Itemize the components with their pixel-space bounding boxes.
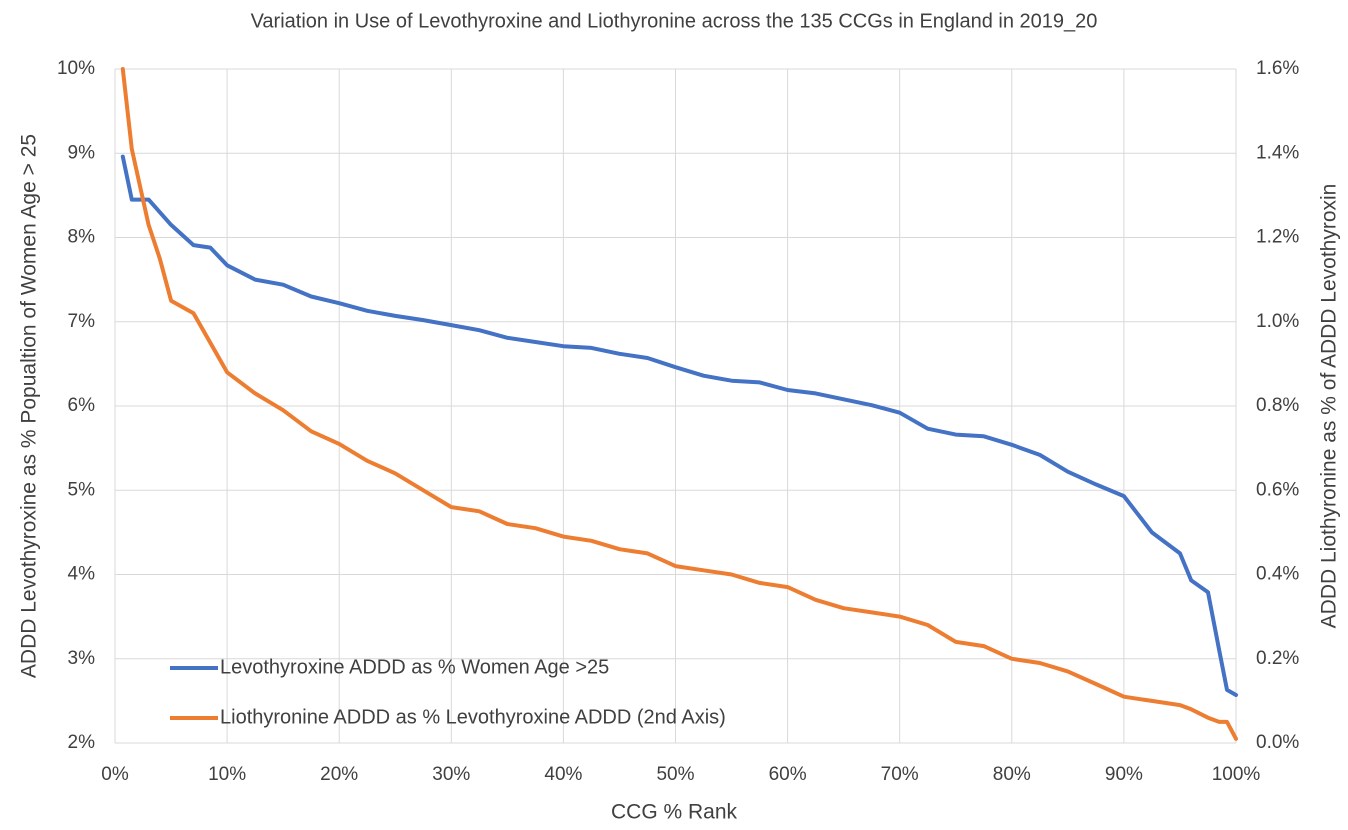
y-tick-label: 2% <box>68 732 96 753</box>
x-tick-label: 80% <box>993 764 1031 785</box>
y2-tick-label: 1.4% <box>1256 142 1299 163</box>
x-axis-label: CCG % Rank <box>611 801 738 824</box>
x-tick-label: 90% <box>1105 764 1143 785</box>
y2-tick-label: 0.2% <box>1256 648 1299 669</box>
y2-tick-label: 0.4% <box>1256 564 1299 585</box>
y-tick-label: 9% <box>68 142 96 163</box>
x-tick-label: 100% <box>1212 764 1261 785</box>
y-tick-label: 10% <box>57 58 95 79</box>
x-tick-label: 30% <box>432 764 470 785</box>
y-tick-label: 4% <box>68 564 96 585</box>
y-tick-label: 5% <box>68 479 96 500</box>
y2-tick-label: 1.0% <box>1256 311 1299 332</box>
y2-tick-label: 1.6% <box>1256 58 1299 79</box>
x-tick-label: 60% <box>769 764 807 785</box>
y-tick-label: 6% <box>68 395 96 416</box>
y-tick-label: 8% <box>68 227 96 248</box>
chart-title: Variation in Use of Levothyroxine and Li… <box>251 10 1098 32</box>
y-tick-label: 3% <box>68 648 96 669</box>
x-tick-label: 0% <box>101 764 129 785</box>
y-axis-label: ADDD Levothyroxine as % Popualtion of Wo… <box>18 134 41 678</box>
y2-tick-label: 1.2% <box>1256 227 1299 248</box>
series-line <box>120 154 1238 697</box>
x-tick-label: 70% <box>881 764 919 785</box>
y2-tick-label: 0.6% <box>1256 479 1299 500</box>
x-tick-label: 40% <box>544 764 582 785</box>
x-tick-label: 20% <box>320 764 358 785</box>
y2-tick-label: 0.0% <box>1256 732 1299 753</box>
y2-axis-label: ADDD Liothyronine as % of ADDD Levothyro… <box>1318 184 1341 629</box>
y2-tick-label: 0.8% <box>1256 395 1299 416</box>
x-tick-label: 50% <box>656 764 694 785</box>
y-tick-label: 7% <box>68 311 96 332</box>
x-tick-label: 10% <box>208 764 246 785</box>
series-line <box>120 67 1238 741</box>
legend-label: Liothyronine ADDD as % Levothyroxine ADD… <box>220 706 726 728</box>
legend-label: Levothyroxine ADDD as % Women Age >25 <box>220 656 609 678</box>
